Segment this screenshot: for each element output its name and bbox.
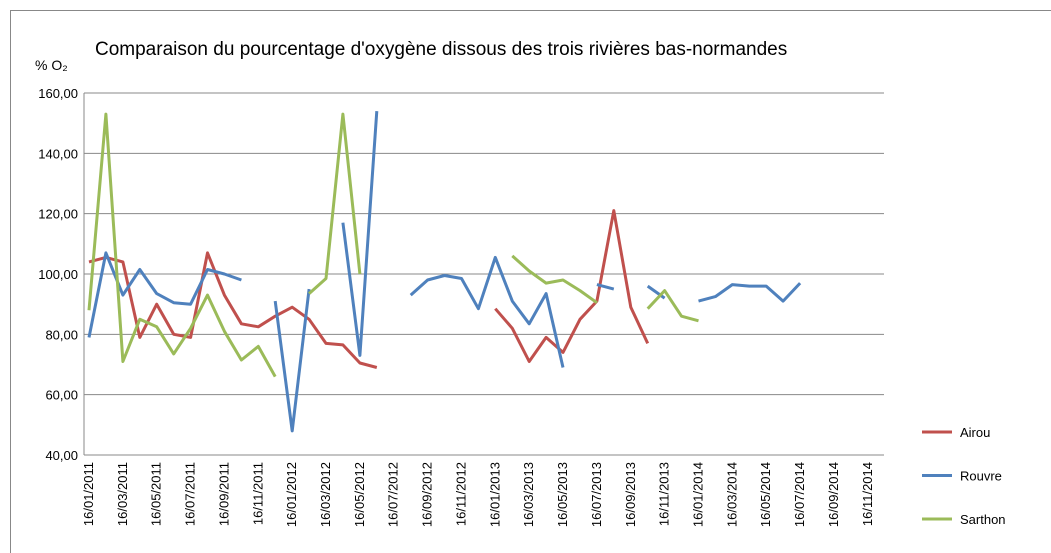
x-tick-label: 16/09/2011 [216, 462, 231, 526]
series-line [87, 110, 802, 433]
legend-label: Rouvre [960, 469, 1002, 484]
legend-label: Sarthon [960, 512, 1006, 527]
x-tick-label: 16/09/2012 [420, 462, 435, 527]
y-tick-label: 100,00 [38, 267, 78, 282]
x-tick-label: 16/05/2014 [758, 462, 773, 527]
chart-border [10, 10, 1051, 553]
x-tick-label: 16/01/2011 [81, 462, 96, 526]
y-tick-label: 140,00 [38, 146, 78, 161]
x-tick-label: 16/03/2013 [521, 462, 536, 527]
x-tick-label: 16/03/2014 [724, 462, 739, 527]
x-tick-label: 16/07/2012 [386, 462, 401, 527]
chart-title: Comparaison du pourcentage d'oxygène dis… [95, 39, 787, 60]
x-tick-label: 16/11/2014 [860, 462, 875, 526]
y-tick-label: 60,00 [45, 388, 78, 403]
x-tick-label: 16/03/2011 [115, 462, 130, 526]
x-tick-label: 16/11/2012 [453, 462, 468, 526]
x-tick-label: 16/09/2014 [826, 462, 841, 527]
x-tick-label: 16/03/2012 [318, 462, 333, 527]
x-tick-label: 16/05/2011 [149, 462, 164, 526]
legend-label: Airou [960, 425, 990, 440]
x-tick-label: 16/11/2013 [657, 462, 672, 526]
y-tick-label: 160,00 [38, 86, 78, 101]
x-tick-label: 16/01/2012 [284, 462, 299, 527]
x-tick-label: 16/09/2013 [623, 462, 638, 527]
x-tick-label: 16/11/2011 [250, 462, 265, 525]
x-tick-label: 16/07/2013 [589, 462, 604, 527]
x-tick-label: 16/01/2014 [690, 462, 705, 527]
y-tick-label: 80,00 [45, 327, 78, 342]
x-tick-label: 16/05/2013 [555, 462, 570, 527]
x-tick-label: 16/07/2011 [183, 462, 198, 526]
x-tick-label: 16/01/2013 [487, 462, 502, 527]
x-tick-label: 16/05/2012 [352, 462, 367, 527]
x-tick-label: 16/07/2014 [792, 462, 807, 527]
y-axis-label: % O₂ [35, 57, 68, 73]
series-line [87, 112, 699, 378]
y-tick-label: 120,00 [38, 207, 78, 222]
y-tick-label: 40,00 [45, 448, 78, 463]
